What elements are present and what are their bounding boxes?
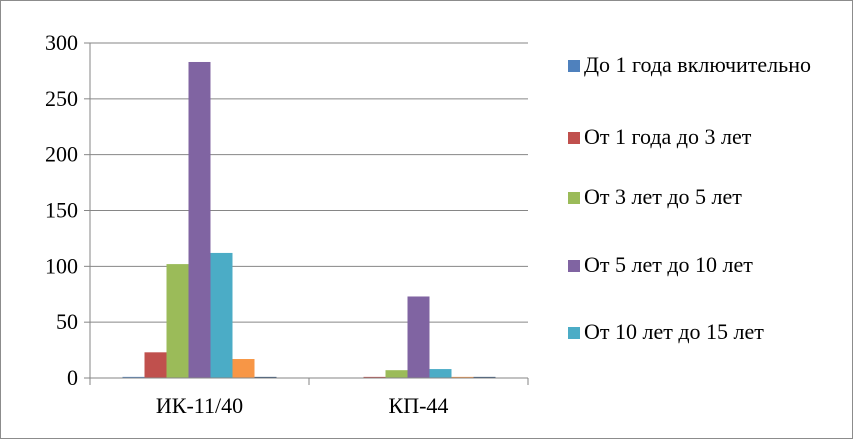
- x-category-label: КП-44: [389, 393, 449, 418]
- bar: [254, 376, 277, 378]
- bar: [210, 252, 233, 378]
- bar: [363, 376, 386, 378]
- legend-swatch: [568, 260, 580, 272]
- bar: [451, 376, 474, 378]
- legend-label: До 1 года включительно: [584, 52, 811, 77]
- legend-label: От 1 года до 3 лет: [584, 124, 752, 149]
- legend-label: От 5 лет до 10 лет: [584, 252, 753, 277]
- legend-label: От 3 лет до 5 лет: [584, 184, 742, 209]
- axis-labels: 0 50 100 150 200 250 300 ИК-11/40 КП-44: [45, 30, 448, 418]
- y-tick-label: 0: [67, 365, 78, 390]
- legend-swatch: [568, 192, 580, 204]
- legend: До 1 года включительно От 1 года до 3 ле…: [568, 1, 853, 440]
- y-tick-label: 200: [45, 142, 78, 167]
- bar: [144, 352, 167, 378]
- gridlines: [90, 42, 528, 323]
- bar: [122, 376, 145, 378]
- y-tick-label: 100: [45, 253, 78, 278]
- bar: [473, 376, 496, 378]
- bar: [429, 369, 452, 378]
- bar: [232, 359, 255, 378]
- y-tick-label: 300: [45, 30, 78, 55]
- y-tick-label: 250: [45, 86, 78, 111]
- y-tick-label: 50: [56, 309, 78, 334]
- bar: [407, 296, 430, 378]
- y-tick-label: 150: [45, 198, 78, 223]
- x-category-label: ИК-11/40: [156, 393, 243, 418]
- legend-swatch: [568, 327, 580, 339]
- legend-swatch: [568, 132, 580, 144]
- axes: [84, 42, 529, 385]
- legend-swatch: [568, 60, 580, 72]
- bar: [385, 370, 408, 378]
- bar: [166, 264, 189, 378]
- bar: [188, 61, 211, 378]
- bars: [122, 61, 496, 378]
- legend-label: От 10 лет до 15 лет: [584, 319, 764, 344]
